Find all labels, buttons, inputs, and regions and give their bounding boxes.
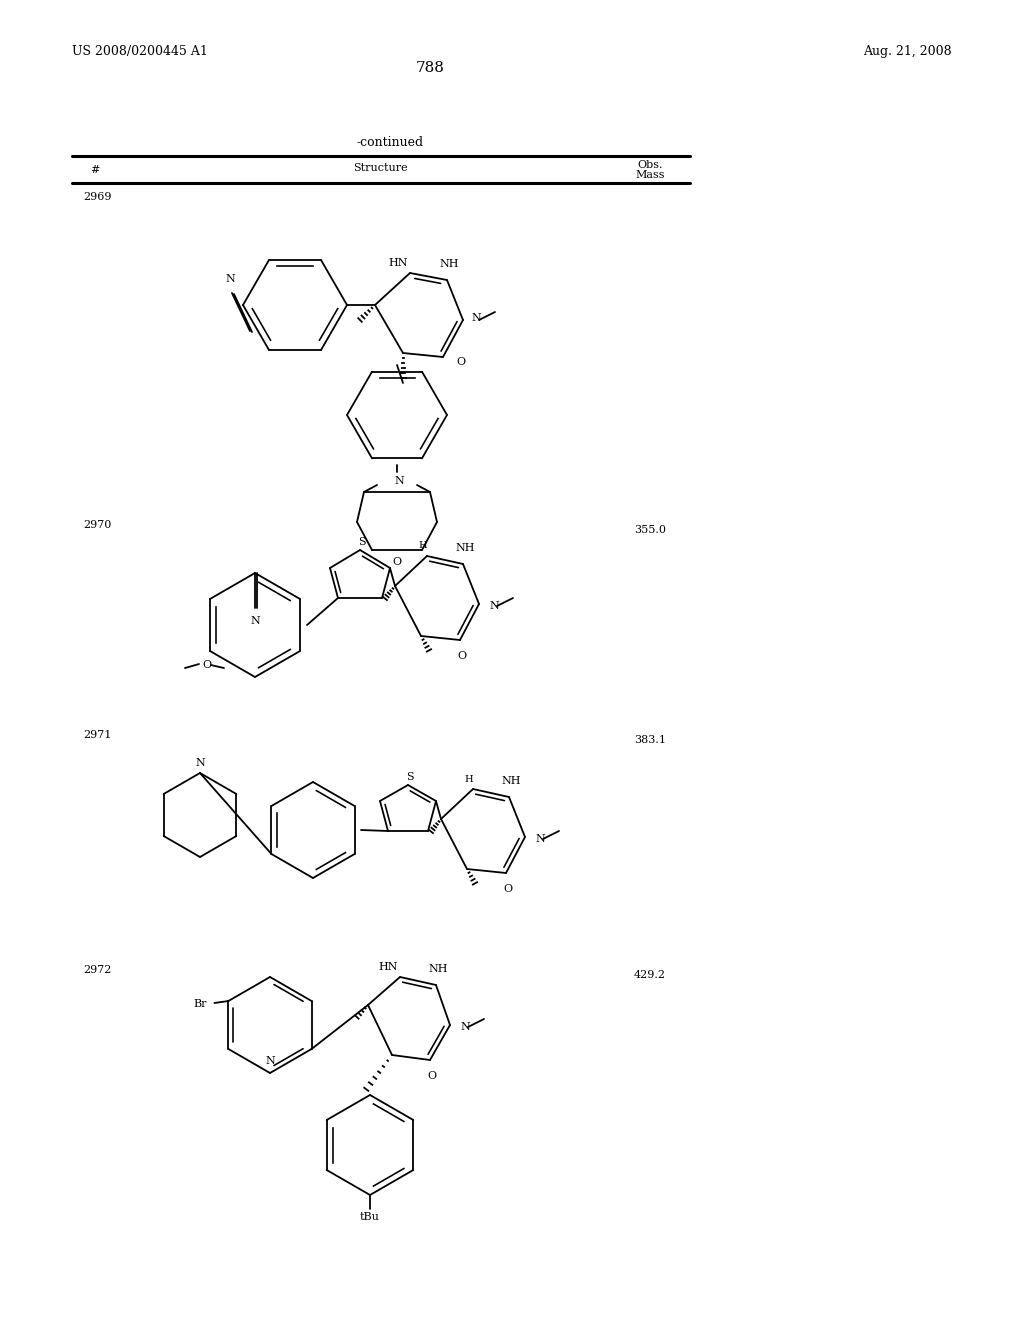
Text: Mass: Mass [635,170,665,180]
Text: US 2008/0200445 A1: US 2008/0200445 A1 [72,45,208,58]
Text: 2969: 2969 [83,191,112,202]
Text: S: S [407,772,414,781]
Text: 355.0: 355.0 [634,525,666,535]
Text: -continued: -continued [356,136,424,149]
Text: Br: Br [194,999,207,1008]
Text: HN: HN [379,962,398,972]
Text: O: O [392,557,401,568]
Text: 2970: 2970 [83,520,112,531]
Text: 429.2: 429.2 [634,970,666,979]
Text: NH: NH [428,964,447,974]
Text: N: N [225,275,234,284]
Text: H: H [419,541,427,550]
Text: 2972: 2972 [83,965,112,975]
Text: O: O [458,651,467,661]
Text: Structure: Structure [352,162,408,173]
Text: O: O [504,884,513,894]
Text: NH: NH [502,776,521,785]
Text: N: N [250,616,260,626]
Text: 788: 788 [416,61,444,75]
Text: 2971: 2971 [83,730,112,741]
Text: N: N [196,758,205,768]
Text: N: N [489,601,499,611]
Text: N: N [265,1056,274,1067]
Text: HN: HN [388,257,408,268]
Text: O: O [427,1071,436,1081]
Text: NH: NH [456,543,475,553]
Text: #: # [90,165,99,176]
Text: Aug. 21, 2008: Aug. 21, 2008 [863,45,952,58]
Text: tBu: tBu [360,1212,380,1222]
Text: O: O [457,356,466,367]
Text: N: N [535,834,545,843]
Text: O: O [203,660,212,671]
Text: N: N [471,313,480,323]
Text: NH: NH [439,259,459,269]
Text: H: H [465,775,473,784]
Text: N: N [460,1022,470,1032]
Text: Obs.: Obs. [637,160,663,170]
Text: 383.1: 383.1 [634,735,666,744]
Text: N: N [394,477,403,486]
Text: S: S [358,537,366,546]
